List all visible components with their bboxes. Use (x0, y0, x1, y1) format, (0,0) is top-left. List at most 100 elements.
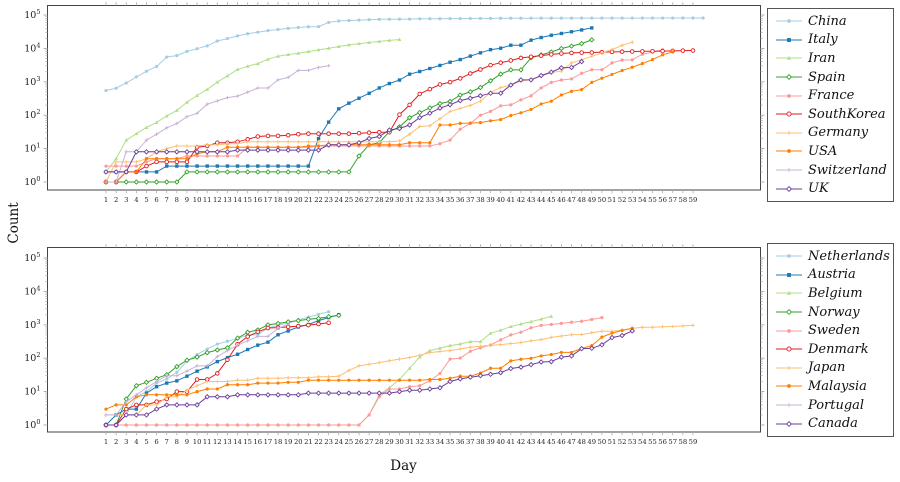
marker (245, 139, 250, 144)
marker (499, 338, 503, 342)
marker (266, 145, 270, 149)
marker (376, 133, 382, 140)
legend-item-UK: UK (774, 179, 893, 198)
marker (114, 403, 118, 407)
marker (488, 16, 493, 20)
marker (215, 99, 220, 103)
marker (195, 383, 199, 388)
marker (245, 334, 250, 339)
marker (589, 54, 594, 59)
marker (144, 391, 149, 395)
marker (256, 86, 260, 90)
marker (529, 16, 533, 20)
marker (296, 375, 301, 380)
marker (205, 347, 209, 351)
marker (568, 353, 575, 359)
marker (468, 71, 473, 76)
marker (134, 164, 138, 168)
marker (529, 319, 533, 324)
marker (499, 366, 503, 370)
marker (286, 423, 290, 427)
marker (590, 317, 594, 322)
marker (519, 43, 523, 47)
marker (315, 315, 322, 322)
marker (407, 355, 412, 360)
marker (195, 164, 199, 168)
marker (428, 350, 432, 355)
marker (417, 353, 422, 358)
marker (316, 47, 321, 52)
marker (785, 74, 793, 81)
marker (316, 423, 321, 427)
bottom-plot: 1 2 3 4 5 6 7 8 9 10 11 12 13 14 15 16 17 18 19 20 21 22 23 24 2… (24, 244, 765, 446)
x-tick-label: 6 (154, 438, 158, 446)
x-tick-label: 28 (375, 196, 384, 204)
marker (629, 328, 635, 334)
top-legend: China Italy Iran Spain France SouthKorea Germa… (767, 8, 894, 202)
marker (580, 88, 584, 92)
marker (418, 384, 422, 388)
x-tick-label: 19 (284, 438, 293, 446)
legend-item-Austria: Austria (774, 266, 893, 285)
marker (336, 312, 342, 319)
marker (387, 139, 392, 144)
x-tick-label: 13 (223, 438, 232, 446)
marker (104, 88, 108, 93)
marker (215, 387, 219, 391)
marker (234, 147, 241, 153)
marker (215, 154, 219, 158)
marker (195, 390, 199, 394)
marker (296, 139, 301, 144)
marker (235, 67, 240, 71)
marker (376, 390, 382, 396)
marker (225, 154, 230, 158)
x-tick-label: 6 (154, 196, 158, 204)
marker (785, 185, 793, 192)
x-tick-label: 23 (324, 196, 333, 204)
marker (336, 142, 342, 148)
marker (164, 113, 169, 118)
marker (427, 386, 433, 392)
marker (225, 379, 230, 384)
legend-label: Spain (808, 69, 846, 85)
marker (578, 58, 585, 65)
marker (528, 361, 534, 368)
marker (306, 378, 310, 382)
marker (246, 32, 250, 36)
x-tick-label: 48 (577, 438, 586, 446)
legend-swatch (776, 130, 802, 135)
marker (549, 335, 554, 340)
marker (185, 374, 189, 378)
marker (661, 53, 665, 57)
marker (529, 107, 533, 112)
marker (255, 329, 261, 335)
marker (508, 67, 514, 73)
marker (509, 113, 513, 118)
marker (133, 382, 140, 389)
marker (195, 93, 199, 98)
marker (458, 16, 462, 21)
marker (578, 345, 585, 352)
marker (539, 86, 543, 90)
marker (296, 423, 300, 427)
marker (509, 341, 513, 346)
marker (286, 375, 290, 380)
marker (549, 99, 553, 103)
marker (185, 157, 189, 161)
marker (174, 149, 180, 155)
marker (590, 68, 594, 72)
marker (397, 143, 402, 147)
marker (580, 71, 584, 75)
marker (417, 124, 422, 129)
legend-label: UK (808, 181, 829, 197)
marker (224, 169, 231, 175)
marker (347, 101, 351, 105)
marker (519, 357, 523, 361)
marker (275, 169, 281, 175)
marker (336, 390, 342, 396)
x-tick-label: 52 (618, 196, 627, 204)
marker (630, 40, 635, 45)
marker (225, 145, 230, 149)
marker (256, 139, 260, 144)
